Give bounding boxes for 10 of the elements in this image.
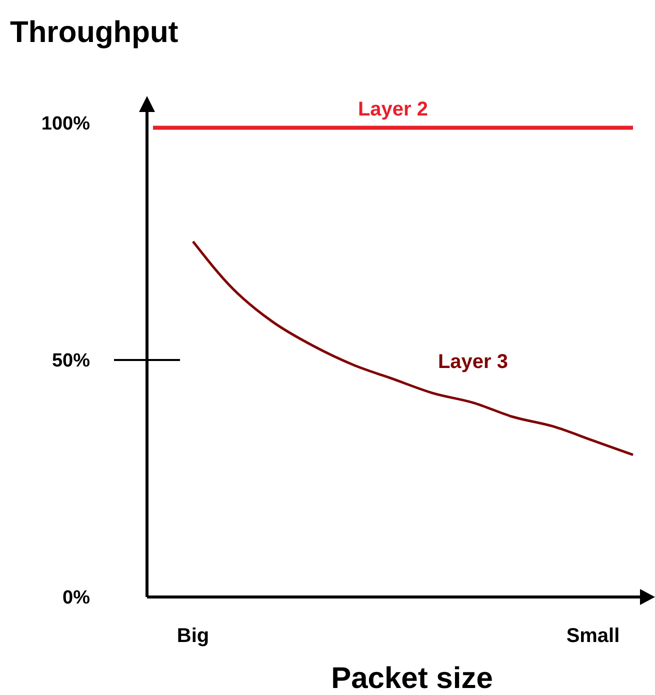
series-label: Layer 3 (438, 351, 508, 374)
x-tick-label: Big (176, 625, 210, 647)
y-tick-label: 100% (41, 114, 90, 135)
x-tick-label: Small (566, 625, 620, 647)
line-series (192, 240, 634, 456)
series-label: Layer 2 (358, 98, 428, 121)
x-axis-title: Packet size (331, 662, 493, 695)
chart-title: Throughput (10, 16, 178, 49)
y-tick-label: 0% (62, 588, 90, 609)
y-tick-label: 50% (52, 350, 90, 372)
